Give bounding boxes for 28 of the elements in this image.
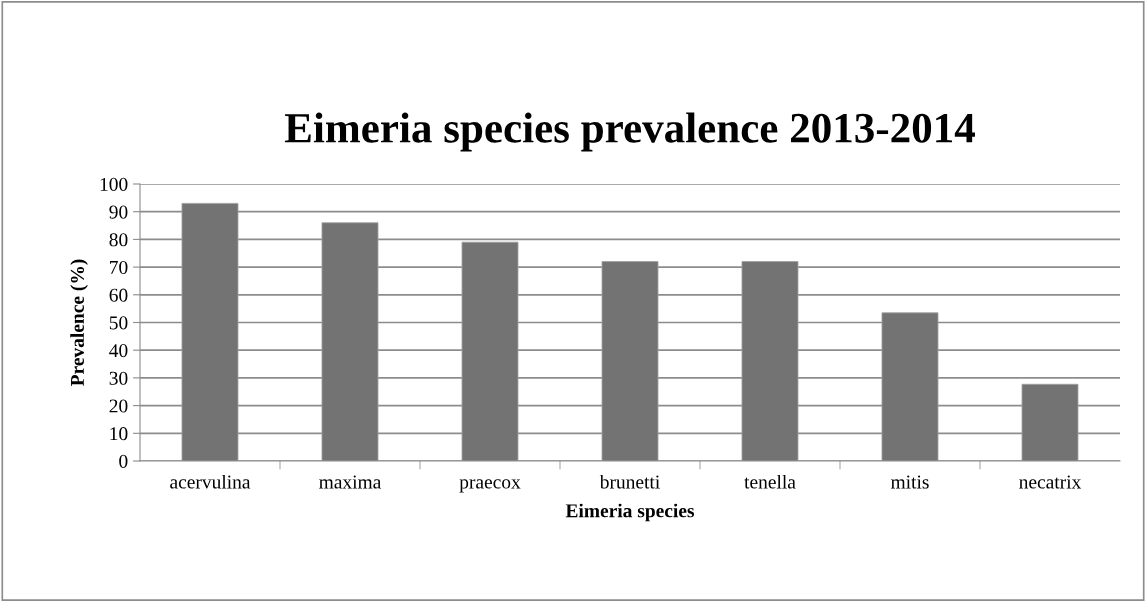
y-tick-label: 90	[109, 205, 128, 219]
y-tick-label: 10	[110, 427, 128, 441]
bar	[1021, 383, 1079, 461]
y-tick-label: 50	[109, 316, 128, 330]
y-tick-label: 100	[100, 177, 128, 191]
y-tick-label: 80	[109, 233, 128, 247]
bar	[741, 261, 799, 461]
x-tick-label: acervulina	[170, 474, 251, 489]
bar	[881, 312, 939, 461]
x-tick-label: mitis	[890, 475, 929, 489]
y-tick-label: 30	[109, 371, 128, 385]
x-tick-label: tenella	[744, 474, 796, 489]
x-tick-label: praecox	[459, 479, 521, 493]
bar	[601, 261, 659, 461]
y-tick-label: 20	[109, 399, 128, 413]
x-tick-label: maxima	[319, 475, 382, 489]
x-tick-label: brunetti	[599, 474, 660, 489]
y-tick-label: 0	[119, 454, 128, 468]
x-axis-title: Eimeria species	[565, 503, 695, 522]
y-tick-label: 70	[110, 260, 128, 275]
bar	[181, 202, 239, 461]
y-tick-label: 60	[109, 288, 128, 302]
bar	[461, 241, 519, 461]
y-axis-title: Prevalence (%)	[70, 259, 88, 386]
y-tick-label: 40	[109, 344, 128, 358]
x-tick-label: necatrix	[1019, 475, 1082, 489]
bar	[321, 222, 379, 461]
chart-title: Eimeria species prevalence 2013-2014	[284, 112, 975, 152]
